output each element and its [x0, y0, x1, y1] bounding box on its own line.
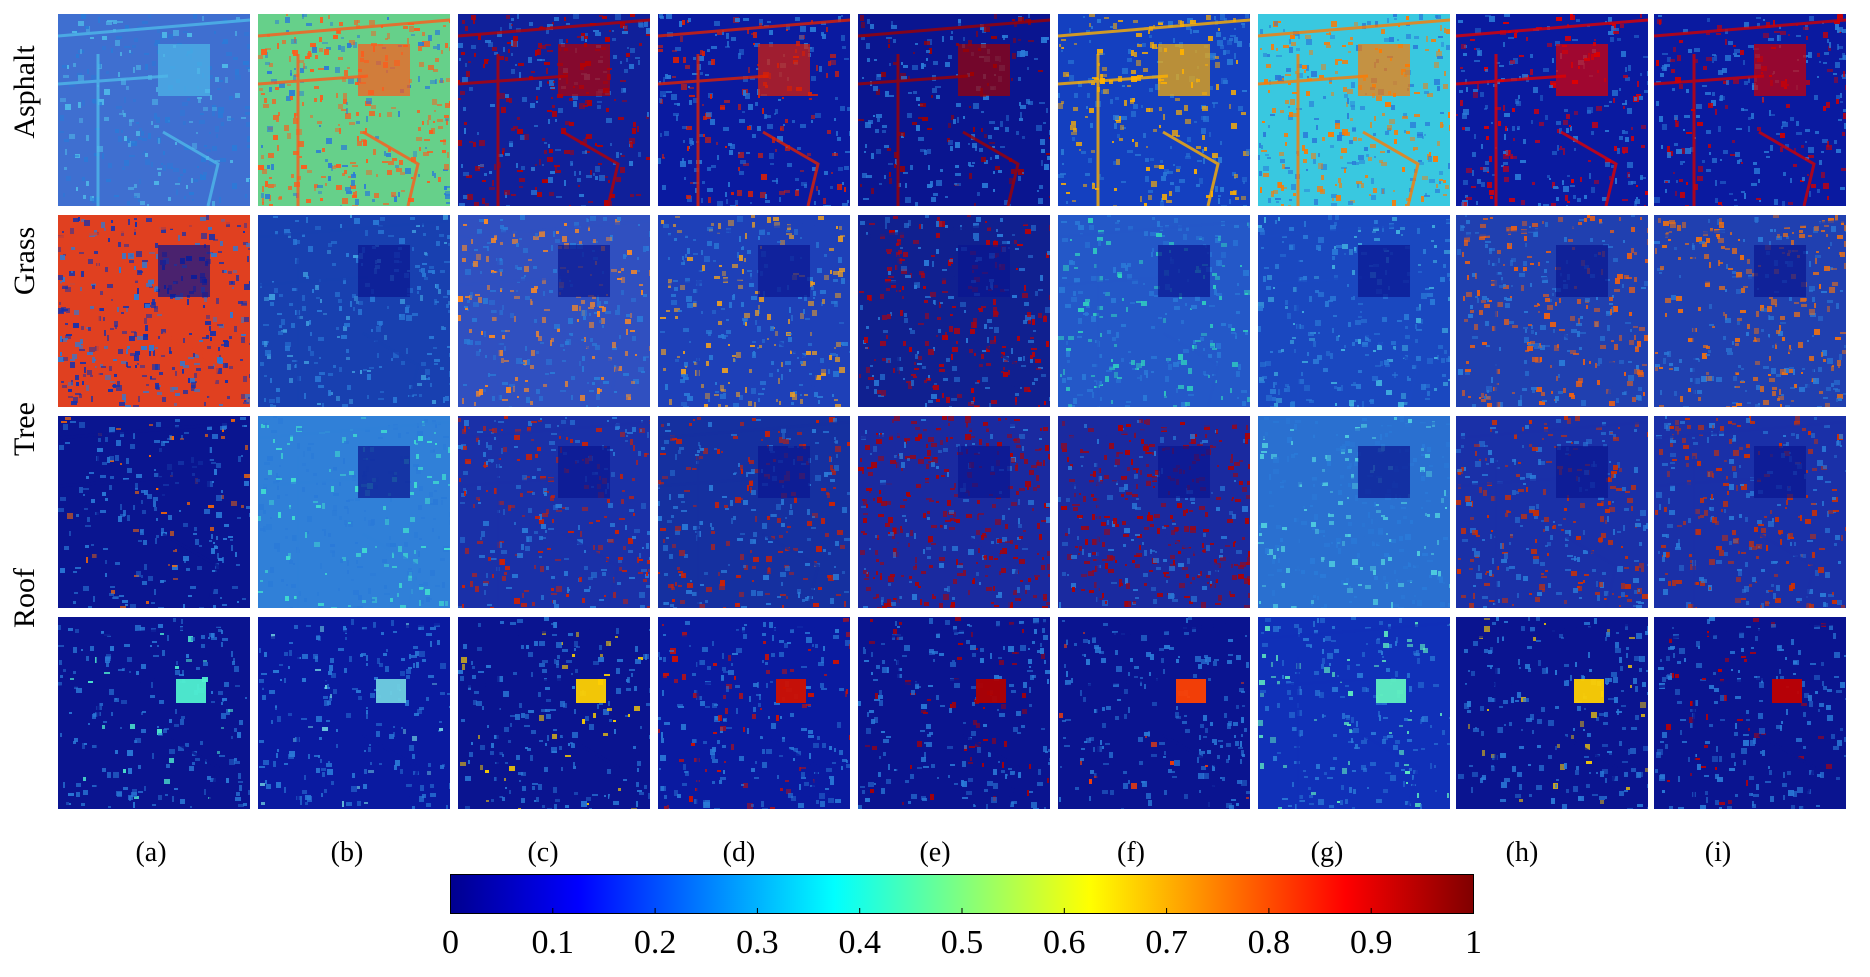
abundance-map-roof-a: [58, 617, 250, 809]
colorbar-fill: [450, 874, 1474, 914]
row-label-asphalt: Asphalt: [8, 45, 41, 139]
colorbar-tick-label: 0.8: [1247, 924, 1291, 961]
colorbar-gradient: [450, 874, 1474, 914]
abundance-map-asphalt-f: [1058, 14, 1250, 206]
abundance-map-roof-h: [1456, 617, 1648, 809]
colorbar-tick-label: 0: [442, 924, 459, 961]
abundance-map-roof-i: [1654, 617, 1846, 809]
abundance-map-asphalt-g: [1258, 14, 1450, 206]
abundance-map-roof-b: [258, 617, 450, 809]
column-label-h: (h): [1505, 837, 1539, 868]
abundance-map-asphalt-i: [1654, 14, 1846, 206]
colorbar-tick-label: 0.3: [736, 924, 779, 961]
abundance-map-roof-c: [458, 617, 650, 809]
abundance-map-grass-b: [258, 215, 450, 407]
column-label-b: (b): [330, 837, 364, 868]
colorbar-tick-label: 0.7: [1145, 924, 1188, 961]
colorbar: [450, 874, 1474, 914]
column-label-c: (c): [527, 837, 559, 868]
abundance-map-asphalt-b: [258, 14, 450, 206]
abundance-map-asphalt-c: [458, 14, 650, 206]
abundance-map-asphalt-e: [858, 14, 1050, 206]
abundance-map-tree-c: [458, 416, 650, 608]
abundance-map-grass-c: [458, 215, 650, 407]
abundance-map-grass-e: [858, 215, 1050, 407]
abundance-map-asphalt-d: [658, 14, 850, 206]
abundance-map-grass-f: [1058, 215, 1250, 407]
column-label-g: (g): [1310, 837, 1344, 868]
abundance-map-tree-i: [1654, 416, 1846, 608]
abundance-map-roof-f: [1058, 617, 1250, 809]
abundance-map-grass-i: [1654, 215, 1846, 407]
column-label-a: (a): [135, 837, 167, 868]
abundance-map-grass-a: [58, 215, 250, 407]
abundance-map-asphalt-h: [1456, 14, 1648, 206]
abundance-map-tree-h: [1456, 416, 1648, 608]
abundance-map-roof-g: [1258, 617, 1450, 809]
abundance-map-grass-d: [658, 215, 850, 407]
column-label-d: (d): [722, 837, 756, 868]
abundance-map-roof-e: [858, 617, 1050, 809]
colorbar-tick-label: 1: [1465, 924, 1482, 961]
column-label-i: (i): [1704, 837, 1732, 868]
abundance-map-tree-d: [658, 416, 850, 608]
colorbar-tick-label: 0.2: [633, 924, 677, 961]
abundance-map-grass-g: [1258, 215, 1450, 407]
abundance-map-tree-f: [1058, 416, 1250, 608]
colorbar-tick-label: 0.4: [838, 924, 881, 961]
row-label-grass: Grass: [8, 226, 41, 296]
column-label-f: (f): [1117, 837, 1145, 868]
abundance-map-tree-b: [258, 416, 450, 608]
row-label-tree: Tree: [8, 402, 41, 456]
colorbar-tick-label: 0.5: [940, 924, 984, 961]
row-label-roof: Roof: [8, 568, 41, 628]
abundance-map-grass-h: [1456, 215, 1648, 407]
abundance-map-tree-e: [858, 416, 1050, 608]
column-label-e: (e): [919, 837, 951, 868]
abundance-map-roof-d: [658, 617, 850, 809]
colorbar-tick-label: 0.6: [1043, 924, 1086, 961]
abundance-map-asphalt-a: [58, 14, 250, 206]
abundance-map-tree-a: [58, 416, 250, 608]
abundance-map-tree-g: [1258, 416, 1450, 608]
colorbar-tick-label: 0.1: [531, 924, 575, 961]
colorbar-tick-label: 0.9: [1349, 924, 1393, 961]
